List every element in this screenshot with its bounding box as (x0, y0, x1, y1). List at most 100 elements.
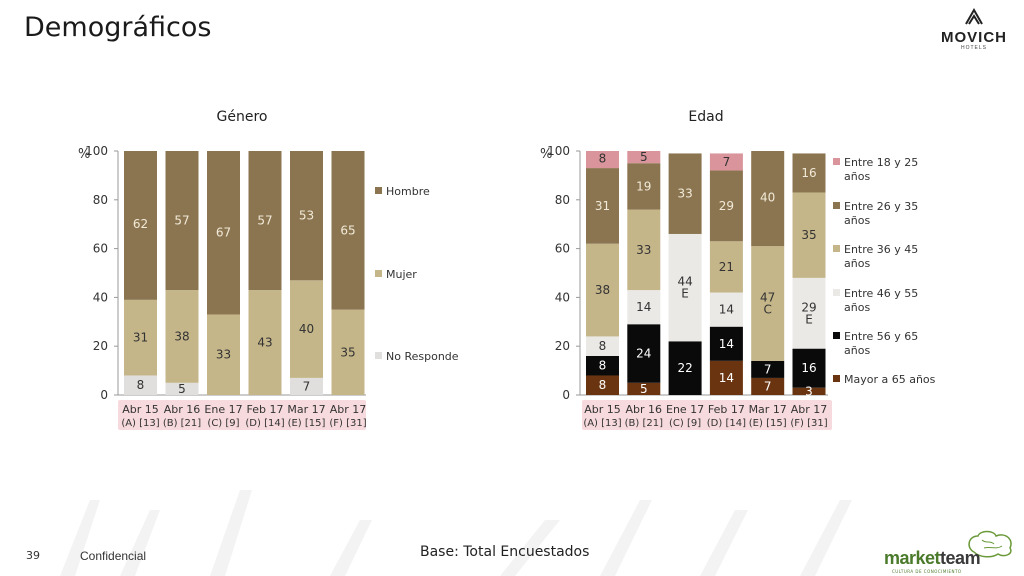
data-label: 62 (133, 217, 148, 231)
y-axis-label: % (540, 147, 552, 162)
data-label: 7 (723, 155, 731, 169)
bar-segment (751, 360, 785, 378)
data-label-line: 7 (303, 379, 311, 393)
y-tick-label: 20 (93, 339, 108, 353)
legend-label-cont: años (844, 301, 870, 314)
data-label-line: 19 (636, 179, 651, 193)
bar-segment (586, 243, 619, 337)
x-category-sublabel: (F) [31] (329, 418, 366, 429)
data-label: 29 (719, 199, 734, 213)
data-label-line: 31 (133, 331, 148, 345)
y-tick-label: 80 (93, 193, 108, 207)
bar-segment (627, 151, 661, 164)
legend-label: Entre 56 y 65 (844, 330, 918, 343)
data-label: 57 (174, 214, 189, 228)
bar-segment (124, 375, 157, 395)
bar-segment (586, 336, 619, 356)
data-label-line: 5 (640, 382, 648, 396)
bar-segment (668, 233, 702, 342)
data-label-line: 7 (723, 155, 731, 169)
bar-segment (290, 377, 323, 395)
data-label: 14 (636, 300, 651, 314)
bar-segment (627, 163, 661, 210)
data-label-line: 14 (719, 303, 734, 317)
data-label: 43 (257, 336, 272, 350)
data-label-line: 57 (257, 214, 272, 228)
data-label: 7 (764, 379, 772, 393)
bar-segment (751, 246, 785, 361)
legend-swatch (375, 352, 382, 359)
data-label-line: 14 (719, 337, 734, 351)
data-label: 44 E (677, 275, 692, 301)
legend-swatch (833, 332, 840, 339)
bar-segment (627, 382, 661, 395)
data-label: 7 (303, 379, 311, 393)
data-label: 31 (133, 331, 148, 345)
bar-segment (709, 292, 743, 327)
data-label-line: 3 (805, 384, 813, 398)
data-label: 33 (216, 348, 231, 362)
data-label: 53 (299, 209, 314, 223)
data-label: 65 (340, 223, 355, 237)
x-category-sublabel: (F) [31] (790, 418, 827, 429)
x-category-label: Ene 17 (204, 403, 242, 416)
bar-segment (165, 382, 199, 395)
data-label-line: 7 (764, 362, 772, 376)
brain-icon (968, 530, 1012, 558)
data-label: 24 (636, 347, 651, 361)
bar-segment (586, 375, 619, 395)
legend-swatch (833, 158, 840, 165)
bar-segment (709, 326, 743, 361)
data-label-line: 40 (760, 190, 775, 204)
bar-segment (124, 299, 157, 376)
x-category-sublabel: (C) [9] (669, 418, 701, 429)
x-category-sublabel: (E) [15] (288, 418, 326, 429)
data-label-line: 33 (216, 348, 231, 362)
data-label-line: 44 (677, 275, 692, 289)
data-label: 19 (636, 179, 651, 193)
bar-segment (792, 277, 826, 349)
data-label-line: 8 (137, 378, 145, 392)
data-label: 8 (599, 151, 607, 165)
x-category-sublabel: (A) [13] (121, 418, 159, 429)
data-label: 38 (595, 283, 610, 297)
data-label: 33 (636, 243, 651, 257)
data-label: 38 (174, 329, 189, 343)
data-label-line: 33 (636, 243, 651, 257)
bar-segment (331, 151, 365, 310)
data-label-line: 14 (636, 300, 651, 314)
x-category-label: Mar 17 (749, 403, 787, 416)
bar-segment (668, 341, 702, 395)
x-category-sublabel: (D) [14] (245, 418, 284, 429)
x-category-label: Abr 15 (122, 403, 159, 416)
y-tick-label: 40 (555, 290, 570, 304)
data-label: 31 (595, 199, 610, 213)
legend-label-cont: años (844, 170, 870, 183)
bar-segment (586, 151, 619, 169)
legend-label-cont: años (844, 344, 870, 357)
y-tick-label: 40 (93, 290, 108, 304)
data-label: 3 (805, 384, 813, 398)
data-label: 67 (216, 226, 231, 240)
legend-swatch (833, 245, 840, 252)
x-category-label: Feb 17 (708, 403, 745, 416)
marketteam-wordmark: marketteam (884, 548, 981, 569)
data-label: 40 (299, 322, 314, 336)
bar-segment (207, 314, 240, 395)
marketteam-logo: marketteam CULTURA DE CONOCIMIENTO (884, 528, 1024, 576)
legend-label: Mujer (386, 268, 417, 281)
data-label: 14 (719, 371, 734, 385)
bar-segment (290, 280, 323, 378)
bar-segment (792, 387, 826, 395)
y-tick-label: 80 (555, 193, 570, 207)
legend-swatch (833, 289, 840, 296)
x-category-sublabel: (B) [21] (163, 418, 201, 429)
data-label-line: 33 (677, 187, 692, 201)
data-label: 8 (599, 339, 607, 353)
bar-segment (668, 153, 702, 234)
bar-segment (207, 151, 240, 315)
bar-segment (165, 290, 199, 383)
data-label: 47 C (760, 291, 775, 317)
legend-label: Entre 26 y 35 (844, 200, 918, 213)
